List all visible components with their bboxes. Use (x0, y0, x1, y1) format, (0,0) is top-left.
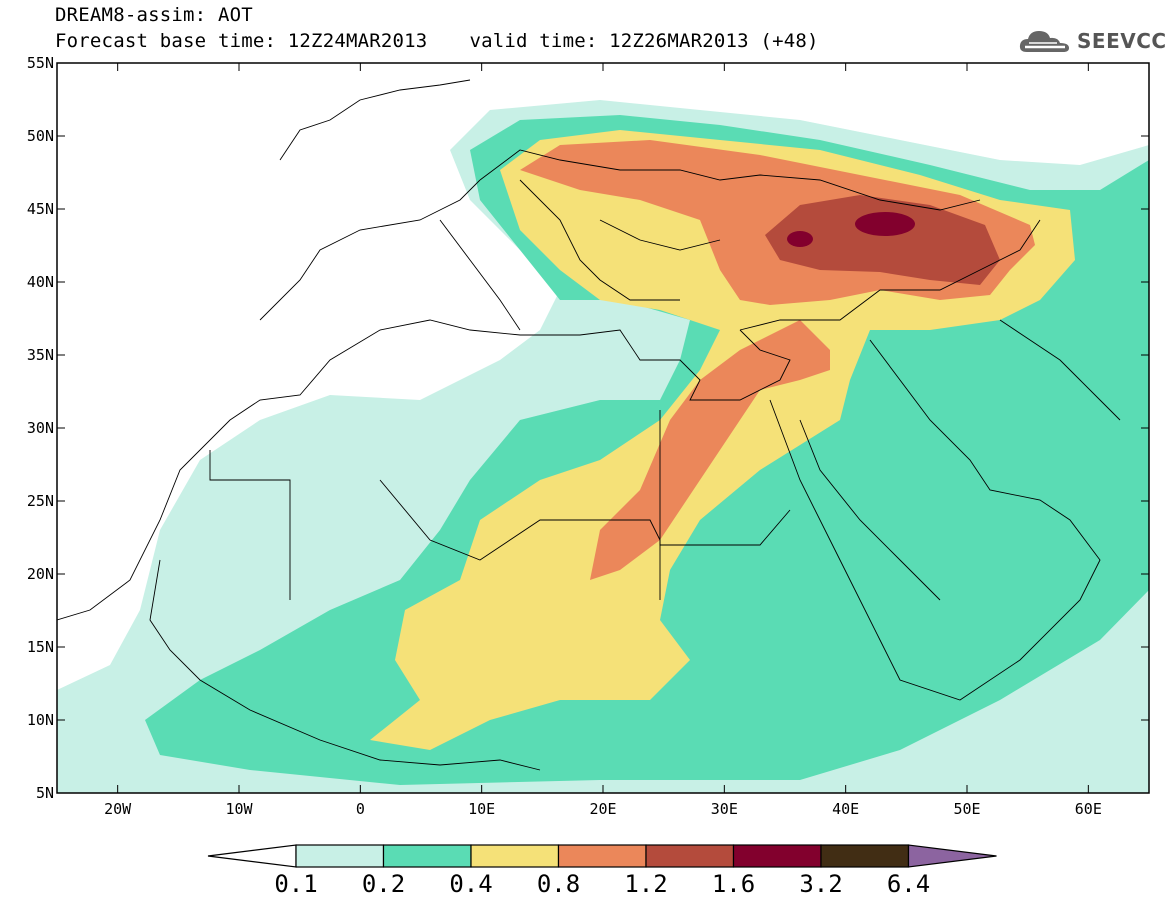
colorbar-label: 1.2 (624, 870, 667, 898)
colorbar-segment (820, 844, 910, 868)
colorbar-segment (645, 844, 735, 868)
forecast-base-time: Forecast base time: 12Z24MAR2013 (55, 30, 428, 52)
lon-label: 20E (589, 800, 616, 818)
colorbar-segment (732, 844, 822, 868)
cloud-icon (1019, 31, 1069, 52)
colorbar-label: 1.6 (712, 870, 755, 898)
lon-label: 0 (356, 800, 365, 818)
colorbar-segment (470, 844, 560, 868)
logo-text: SEEVCCC (1077, 29, 1165, 53)
lon-label: 20W (104, 800, 132, 818)
aot-contour-1.6-a (855, 212, 915, 236)
colorbar-label: 0.4 (449, 870, 492, 898)
lon-label: 60E (1075, 800, 1102, 818)
lat-label: 45N (27, 200, 54, 218)
lat-label: 55N (27, 54, 54, 72)
colorbar-label: 0.8 (537, 870, 580, 898)
lat-label: 25N (27, 492, 54, 510)
colorbar-upper-triangle (907, 844, 997, 868)
lat-label: 30N (27, 419, 54, 437)
coastlines (57, 79, 1121, 771)
chart-title-line1: DREAM8-assim: AOT (55, 4, 253, 26)
colorbar-segment (382, 844, 472, 868)
lat-label: 35N (27, 346, 54, 364)
lon-label: 10W (225, 800, 253, 818)
lat-label: 15N (27, 638, 54, 656)
valid-time: valid time: 12Z26MAR2013 (+48) (469, 30, 819, 52)
colorbar: 0.1 0.2 0.4 0.8 1.2 1.6 3.2 6.4 (207, 844, 997, 898)
lat-label: 50N (27, 127, 54, 145)
colorbar-segment (557, 844, 647, 868)
chart-title-line2: Forecast base time: 12Z24MAR2013 valid ti… (55, 30, 819, 52)
colorbar-label: 6.4 (887, 870, 930, 898)
colorbar-label: 3.2 (799, 870, 842, 898)
lon-label: 10E (468, 800, 495, 818)
lon-label: 30E (711, 800, 738, 818)
colorbar-label: 0.2 (362, 870, 405, 898)
colorbar-segment (295, 844, 385, 868)
lat-label: 10N (27, 711, 54, 729)
colorbar-lower-triangle (207, 844, 297, 868)
seevccc-logo: SEEVCCC (1017, 26, 1165, 56)
lon-label: 40E (832, 800, 859, 818)
lat-label: 20N (27, 565, 54, 583)
lat-label: 5N (36, 784, 54, 802)
aot-contour-1.6-b (787, 231, 813, 247)
aot-contour-1.2 (765, 195, 1000, 285)
lat-label: 40N (27, 273, 54, 291)
axis-ticks: 55N 50N 45N 40N 35N 30N 25N 20N 15N 10N 5N 20W 10W 0 1… (27, 54, 1149, 818)
lon-label: 50E (953, 800, 980, 818)
aot-field (57, 100, 1149, 793)
colorbar-label: 0.1 (274, 870, 317, 898)
